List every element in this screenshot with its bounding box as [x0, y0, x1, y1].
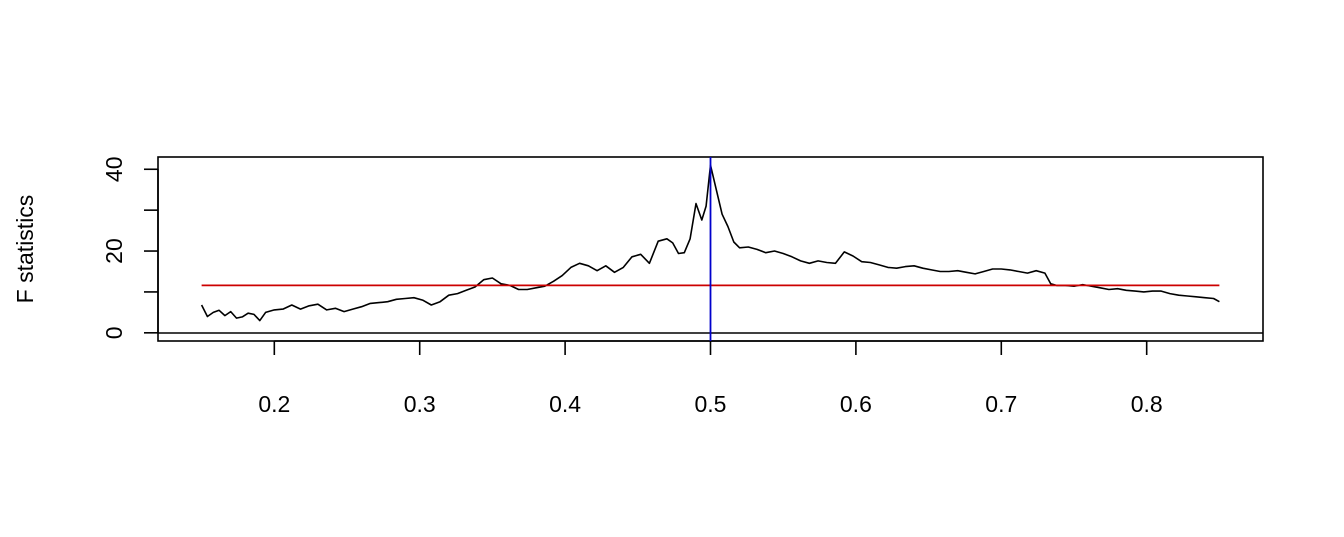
y-tick-label: 40 [101, 156, 127, 182]
y-tick-label: 20 [101, 238, 127, 264]
x-tick-label: 0.7 [985, 391, 1017, 417]
x-tick-label: 0.5 [695, 391, 727, 417]
y-tick-label: 0 [101, 326, 127, 339]
f-statistic-line [200, 164, 1220, 322]
x-tick-label: 0.2 [258, 391, 290, 417]
y-axis-title: F statistics [12, 195, 38, 304]
x-tick-label: 0.3 [404, 391, 436, 417]
x-tick-label: 0.8 [1131, 391, 1163, 417]
x-axis: 0.2 0.3 0.4 0.5 0.6 0.7 0.8 [258, 340, 1163, 417]
x-tick-label: 0.6 [840, 391, 872, 417]
y-axis: 0 20 40 [101, 156, 159, 339]
x-tick-label: 0.4 [549, 391, 581, 417]
